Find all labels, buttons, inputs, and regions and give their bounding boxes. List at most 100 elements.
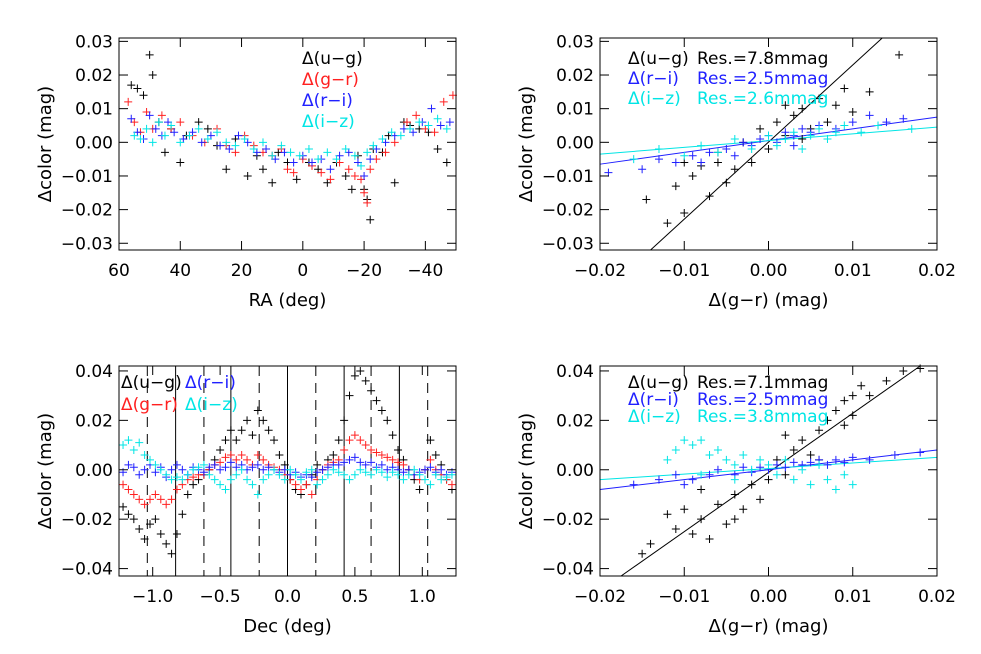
point-iz — [424, 121, 433, 130]
y-tick-label: 0.01 — [75, 100, 113, 120]
x-tick-label: −0.01 — [658, 261, 710, 281]
point-ri — [345, 455, 354, 464]
point-gr — [216, 458, 225, 467]
x-tick-label: 0.02 — [918, 587, 956, 607]
point-ri — [713, 465, 722, 474]
point-ri — [688, 151, 697, 160]
point-ug — [663, 219, 672, 228]
point-ri — [705, 148, 714, 157]
point-iz — [688, 441, 697, 450]
legend-residual-ri: Res.=2.5mmag — [697, 69, 828, 89]
point-iz — [789, 128, 798, 137]
point-iz — [323, 470, 332, 479]
point-ri — [334, 460, 343, 469]
point-ri — [205, 463, 214, 472]
point-iz — [340, 470, 349, 479]
point-iz — [160, 131, 169, 140]
point-iz — [142, 124, 151, 133]
point-iz — [442, 124, 451, 133]
point-ri — [135, 470, 144, 479]
point-ri — [356, 458, 365, 467]
point-gr — [172, 485, 181, 494]
point-iz — [124, 436, 133, 445]
legend-residual-iz: Res.=2.6mmag — [697, 89, 828, 109]
point-iz — [713, 148, 722, 157]
point-ug — [162, 539, 171, 548]
point-ug — [340, 416, 349, 425]
point-ug — [772, 118, 781, 127]
point-iz — [313, 480, 322, 489]
point-ug — [367, 386, 376, 395]
point-iz — [119, 441, 128, 450]
y-tick-label: −0.04 — [542, 560, 594, 580]
point-ri — [806, 458, 815, 467]
x-tick-label: 0.01 — [834, 261, 872, 281]
point-ug — [258, 165, 267, 174]
point-iz — [154, 118, 163, 127]
point-iz — [307, 465, 316, 474]
point-ri — [178, 465, 187, 474]
point-ug — [415, 485, 424, 494]
point-ug — [865, 87, 874, 96]
point-iz — [231, 141, 240, 150]
point-gr — [394, 458, 403, 467]
point-iz — [243, 475, 252, 484]
point-gr — [189, 473, 198, 482]
point-ug — [176, 158, 185, 167]
point-iz — [194, 124, 203, 133]
y-tick-label: 0.04 — [556, 362, 594, 382]
point-ug — [789, 446, 798, 454]
point-iz — [415, 118, 424, 127]
point-gr — [367, 446, 376, 454]
point-ri — [789, 458, 798, 467]
point-ug — [133, 84, 142, 93]
legend-label-ug: Δ(u−g) — [121, 373, 182, 393]
point-ug — [722, 520, 731, 529]
point-gr — [253, 450, 262, 459]
point-ug — [646, 539, 655, 548]
point-gr — [140, 500, 149, 509]
point-ug — [730, 515, 739, 524]
point-ug — [172, 530, 181, 538]
point-iz — [332, 155, 341, 164]
point-ri — [197, 138, 206, 147]
point-gr — [226, 450, 235, 459]
point-ri — [172, 460, 181, 469]
point-gr — [283, 165, 292, 174]
y-axis-label: Δcolor (mag) — [516, 86, 537, 202]
point-iz — [907, 124, 916, 133]
point-ri — [234, 131, 243, 140]
point-iz — [334, 468, 343, 477]
point-gr — [360, 188, 369, 197]
point-ri — [638, 165, 647, 174]
point-iz — [781, 134, 790, 143]
point-ug — [781, 431, 790, 440]
point-gr — [447, 480, 456, 489]
point-ri — [823, 460, 832, 469]
point-ug — [680, 158, 689, 167]
point-ug — [275, 450, 284, 459]
point-iz — [372, 465, 381, 474]
point-ug — [433, 145, 442, 154]
point-ug — [232, 436, 241, 445]
point-ri — [124, 460, 133, 469]
point-ri — [654, 155, 663, 164]
point-ug — [848, 108, 857, 117]
legend-label-iz: Δ(i−z) — [185, 395, 238, 415]
point-gr — [412, 111, 421, 120]
y-tick-label: 0.02 — [556, 411, 594, 431]
point-ri — [313, 468, 322, 477]
point-iz — [156, 465, 165, 474]
point-gr — [167, 495, 176, 504]
point-iz — [404, 470, 413, 479]
point-ug — [237, 426, 246, 435]
x-tick-label: −20 — [346, 261, 382, 281]
point-gr — [439, 97, 448, 106]
point-ri — [399, 468, 408, 477]
point-ri — [730, 151, 739, 160]
point-ri — [262, 145, 271, 154]
point-ug — [167, 549, 176, 558]
x-tick-label: −40 — [407, 261, 443, 281]
y-axis-label: Δcolor (mag) — [35, 86, 56, 202]
